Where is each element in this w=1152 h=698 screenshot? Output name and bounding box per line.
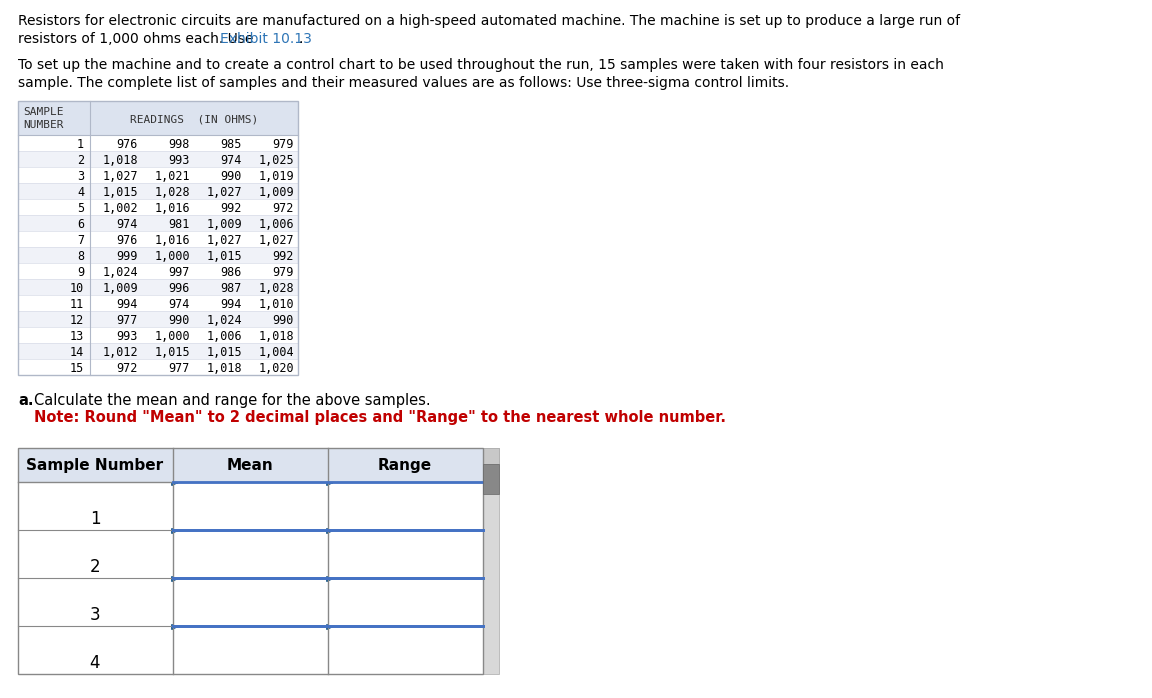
Text: 1,015: 1,015 (154, 346, 190, 359)
Text: 974: 974 (168, 298, 190, 311)
Text: a.: a. (18, 393, 33, 408)
Text: 1,009: 1,009 (258, 186, 294, 199)
Text: 2: 2 (77, 154, 84, 167)
Text: Note: Round "Mean" to 2 decimal places and "Range" to the nearest whole number.: Note: Round "Mean" to 2 decimal places a… (35, 410, 726, 425)
Text: 979: 979 (273, 138, 294, 151)
Text: 992: 992 (221, 202, 242, 215)
Text: Sample Number: Sample Number (26, 458, 164, 473)
Text: Range: Range (378, 458, 432, 473)
Text: 1,004: 1,004 (258, 346, 294, 359)
Text: 990: 990 (221, 170, 242, 183)
Text: 1,027: 1,027 (258, 234, 294, 247)
Text: 1,024: 1,024 (103, 266, 138, 279)
Text: 972: 972 (273, 202, 294, 215)
Text: 3: 3 (77, 170, 84, 183)
Text: 1,010: 1,010 (258, 298, 294, 311)
Text: NUMBER: NUMBER (23, 120, 63, 130)
Text: 9: 9 (77, 266, 84, 279)
Text: 1,018: 1,018 (103, 154, 138, 167)
Text: Exhibit 10.13: Exhibit 10.13 (220, 32, 312, 46)
Text: 996: 996 (168, 282, 190, 295)
Text: 1,015: 1,015 (103, 186, 138, 199)
Text: 977: 977 (116, 314, 138, 327)
Text: 10: 10 (70, 282, 84, 295)
Text: 990: 990 (273, 314, 294, 327)
Text: 993: 993 (116, 330, 138, 343)
Text: 1,027: 1,027 (103, 170, 138, 183)
Text: 979: 979 (273, 266, 294, 279)
Text: 992: 992 (273, 250, 294, 263)
Text: 8: 8 (77, 250, 84, 263)
Text: 976: 976 (116, 234, 138, 247)
Text: 12: 12 (70, 314, 84, 327)
Text: 1,000: 1,000 (154, 250, 190, 263)
Text: 986: 986 (221, 266, 242, 279)
Text: 1,027: 1,027 (206, 234, 242, 247)
Text: To set up the machine and to create a control chart to be used throughout the ru: To set up the machine and to create a co… (18, 58, 943, 72)
Text: 1,006: 1,006 (206, 330, 242, 343)
Text: 1,019: 1,019 (258, 170, 294, 183)
Text: 1,027: 1,027 (206, 186, 242, 199)
Text: 1,006: 1,006 (258, 218, 294, 231)
Text: 997: 997 (168, 266, 190, 279)
Text: 15: 15 (70, 362, 84, 375)
Text: 998: 998 (168, 138, 190, 151)
Text: 7: 7 (77, 234, 84, 247)
Text: 999: 999 (116, 250, 138, 263)
Text: 1,000: 1,000 (154, 330, 190, 343)
Text: 2: 2 (90, 558, 100, 576)
Text: sample. The complete list of samples and their measured values are as follows: U: sample. The complete list of samples and… (18, 76, 789, 90)
Text: 1: 1 (90, 510, 100, 528)
Text: 14: 14 (70, 346, 84, 359)
Text: 1,028: 1,028 (258, 282, 294, 295)
Text: Mean: Mean (227, 458, 273, 473)
Text: 993: 993 (168, 154, 190, 167)
Text: 981: 981 (168, 218, 190, 231)
Text: 990: 990 (168, 314, 190, 327)
Text: SAMPLE: SAMPLE (23, 107, 63, 117)
Text: 1,020: 1,020 (258, 362, 294, 375)
Text: 11: 11 (70, 298, 84, 311)
Text: 1,015: 1,015 (206, 250, 242, 263)
Text: 4: 4 (90, 654, 100, 672)
Text: READINGS  (IN OHMS): READINGS (IN OHMS) (130, 115, 258, 125)
Text: 977: 977 (168, 362, 190, 375)
Text: 4: 4 (77, 186, 84, 199)
Text: 1,015: 1,015 (206, 346, 242, 359)
Text: 994: 994 (116, 298, 138, 311)
Text: 13: 13 (70, 330, 84, 343)
Text: 1,009: 1,009 (103, 282, 138, 295)
Text: 994: 994 (221, 298, 242, 311)
Text: 1,002: 1,002 (103, 202, 138, 215)
Text: 1: 1 (77, 138, 84, 151)
Text: 987: 987 (221, 282, 242, 295)
Text: .: . (298, 32, 302, 46)
Text: 1,021: 1,021 (154, 170, 190, 183)
Text: 3: 3 (90, 606, 100, 624)
Text: 6: 6 (77, 218, 84, 231)
Text: resistors of 1,000 ohms each. Use: resistors of 1,000 ohms each. Use (18, 32, 258, 46)
Text: Calculate the mean and range for the above samples.: Calculate the mean and range for the abo… (35, 393, 431, 408)
Text: 1,016: 1,016 (154, 202, 190, 215)
Text: 1,009: 1,009 (206, 218, 242, 231)
Text: 1,018: 1,018 (206, 362, 242, 375)
Text: 5: 5 (77, 202, 84, 215)
Text: 985: 985 (221, 138, 242, 151)
Text: 1,025: 1,025 (258, 154, 294, 167)
Text: 972: 972 (116, 362, 138, 375)
Text: Resistors for electronic circuits are manufactured on a high-speed automated mac: Resistors for electronic circuits are ma… (18, 14, 960, 28)
Text: 976: 976 (116, 138, 138, 151)
Text: 1,016: 1,016 (154, 234, 190, 247)
Text: 1,024: 1,024 (206, 314, 242, 327)
Text: 1,018: 1,018 (258, 330, 294, 343)
Text: 974: 974 (221, 154, 242, 167)
Text: 974: 974 (116, 218, 138, 231)
Text: 1,028: 1,028 (154, 186, 190, 199)
Text: 1,012: 1,012 (103, 346, 138, 359)
